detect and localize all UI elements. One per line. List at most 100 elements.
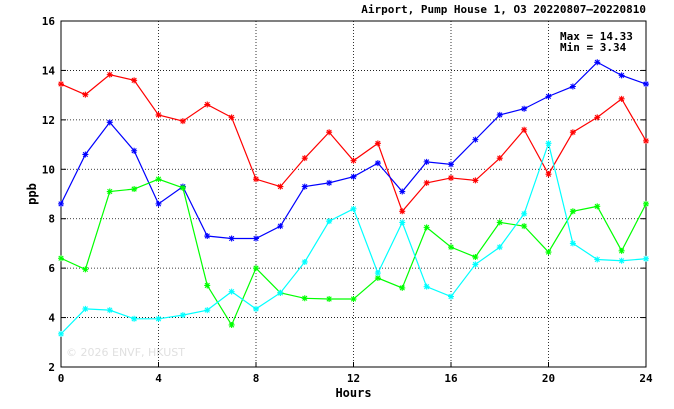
data-point-marker [253,235,259,242]
y-axis-title: ppb [25,183,39,205]
y-tick-label: 8 [48,213,55,226]
x-tick-label: 12 [347,372,360,385]
data-point-marker [326,129,333,136]
data-point-marker [448,244,454,251]
y-tick-label: 10 [42,163,55,176]
data-point-marker [131,186,138,193]
data-point-marker [155,111,162,118]
data-point-marker [179,184,186,191]
data-point-marker [58,255,64,262]
data-point-marker [448,293,454,300]
data-point-marker [521,126,528,133]
data-point-marker [58,81,64,88]
data-point-marker [643,255,649,262]
series-1 [58,71,649,215]
series-3 [58,176,649,328]
data-point-marker [643,81,649,88]
data-point-marker [131,147,138,154]
data-point-marker [179,312,186,319]
y-tick-label: 2 [48,361,55,374]
data-point-marker [472,177,479,184]
data-point-marker [472,254,479,261]
data-point-marker [569,129,576,136]
data-point-marker [179,118,186,125]
data-point-marker [106,119,113,126]
series-line [60,73,647,213]
data-point-marker [496,244,503,251]
data-point-marker [326,179,333,186]
data-point-marker [228,288,235,295]
data-point-marker [58,200,64,207]
max-label: Max = 14.33 [560,30,633,43]
data-point-marker [496,111,503,118]
y-tick-label: 12 [42,114,55,127]
y-tick-label: 4 [48,312,55,325]
data-point-marker [326,218,333,225]
data-point-marker [58,330,64,337]
x-tick-label: 16 [444,372,458,385]
data-point-marker [204,282,211,289]
data-point-marker [253,305,259,312]
data-point-marker [545,249,552,256]
data-point-marker [253,265,259,272]
grid-lines [61,21,646,367]
data-point-marker [569,208,576,215]
data-point-marker [569,240,576,247]
data-point-marker [350,157,357,164]
data-point-marker [228,114,235,121]
data-point-marker [399,208,406,215]
x-tick-label: 20 [542,372,555,385]
x-axis-title: Hours [335,386,371,400]
y-tick-label: 14 [42,64,56,77]
data-point-marker [204,233,211,240]
data-point-marker [399,188,406,195]
data-point-marker [594,256,601,263]
data-point-marker [618,247,625,254]
series-group [58,59,649,337]
data-point-marker [155,200,162,207]
data-point-marker [82,151,89,158]
data-point-marker [155,315,162,322]
data-point-marker [374,275,381,282]
data-point-marker [448,161,454,168]
data-point-marker [448,174,454,181]
data-point-marker [277,183,284,190]
data-point-marker [228,321,235,328]
data-point-marker [545,93,552,100]
min-label: Min = 3.34 [560,41,627,54]
data-point-marker [106,307,113,314]
data-point-marker [301,295,308,302]
data-point-marker [545,171,552,178]
y-tick-label: 6 [48,262,55,275]
data-point-marker [496,219,503,226]
data-point-marker [82,305,89,312]
x-tick-label: 4 [155,372,162,385]
data-point-marker [350,205,357,212]
data-point-marker [374,160,381,167]
data-point-marker [350,296,357,303]
data-point-marker [82,91,89,98]
chart-title: Airport, Pump House 1, O3 20220807–20220… [361,3,646,16]
data-point-marker [521,223,528,230]
watermark: © 2026 ENVF, HKUST [66,346,185,359]
data-point-marker [374,270,381,277]
data-point-marker [106,188,113,195]
series-4 [58,140,649,337]
x-tick-label: 0 [58,372,65,385]
data-point-marker [423,224,430,231]
data-point-marker [594,114,601,121]
data-point-marker [301,155,308,162]
data-point-marker [253,176,259,183]
data-point-marker [643,200,649,207]
data-point-marker [618,257,625,264]
data-point-marker [228,235,235,242]
data-point-marker [350,173,357,180]
data-point-marker [423,283,430,290]
data-point-marker [569,83,576,90]
data-point-marker [472,261,479,268]
data-point-marker [326,296,333,303]
data-point-marker [131,315,138,322]
data-point-marker [423,158,430,165]
